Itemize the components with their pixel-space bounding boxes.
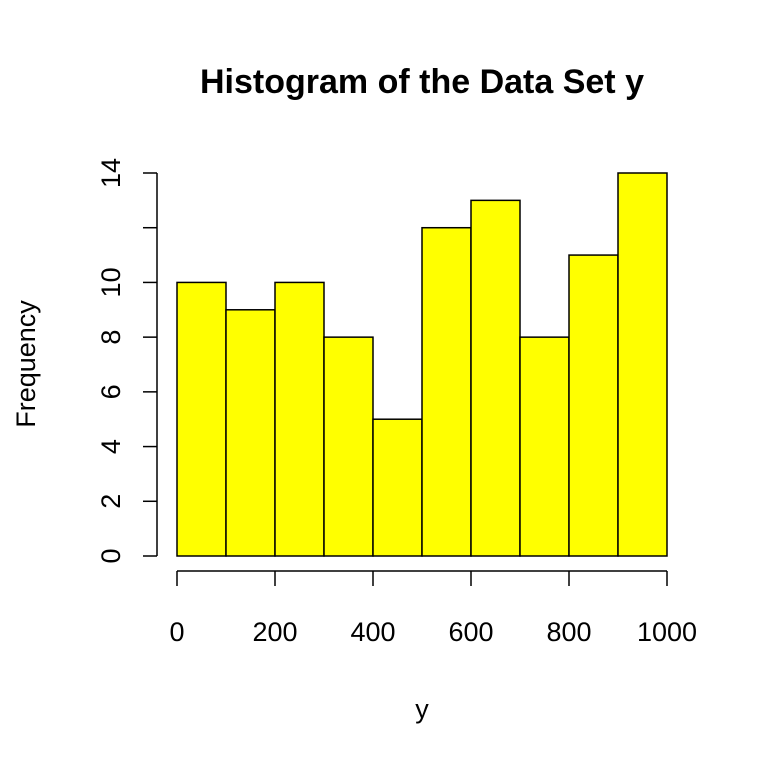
- histogram-bar-4: [372, 418, 423, 557]
- histogram-bar-1: [225, 309, 276, 557]
- x-tick-label-800: 800: [546, 617, 591, 647]
- x-tick-label-600: 600: [448, 617, 493, 647]
- y-axis-label: Frequency: [11, 300, 41, 428]
- y-tick-label-8: 8: [96, 330, 126, 345]
- histogram-bar-9: [617, 172, 668, 557]
- y-tick-label-4: 4: [96, 439, 126, 454]
- chart-title: Histogram of the Data Set y: [200, 63, 644, 101]
- x-tick-label-200: 200: [252, 617, 297, 647]
- histogram-bar-6: [470, 199, 521, 557]
- y-tick-label-10: 10: [96, 267, 126, 297]
- histogram-bar-8: [568, 254, 619, 557]
- y-tick-label-2: 2: [96, 494, 126, 509]
- x-tick-label-1000: 1000: [637, 617, 697, 647]
- histogram-bar-5: [421, 226, 472, 557]
- x-axis-label: y: [415, 694, 429, 724]
- y-axis: 0 2 4 6 8 10 14: [96, 158, 158, 564]
- histogram-bar-0: [176, 281, 227, 557]
- histogram-bar-2: [274, 281, 325, 557]
- x-axis: 0 200 400 600 800 1000: [169, 570, 697, 647]
- bars-group: [176, 172, 668, 557]
- x-tick-label-0: 0: [169, 617, 184, 647]
- y-tick-label-6: 6: [96, 384, 126, 399]
- y-tick-label-0: 0: [96, 548, 126, 563]
- histogram-bar-3: [323, 336, 374, 557]
- histogram-bar-7: [519, 336, 570, 557]
- x-tick-label-400: 400: [350, 617, 395, 647]
- y-tick-label-14: 14: [96, 158, 126, 188]
